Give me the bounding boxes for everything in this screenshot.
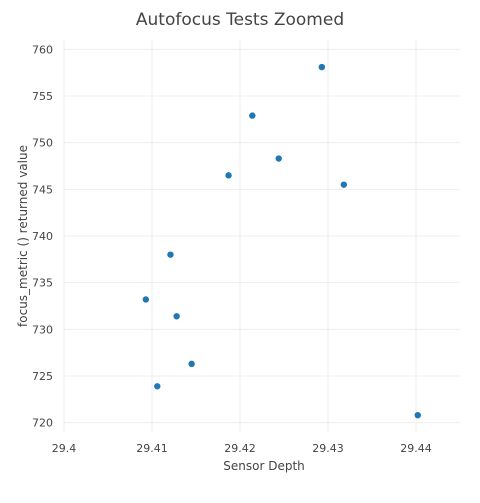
- data-point[interactable]: [167, 251, 174, 258]
- data-point[interactable]: [318, 63, 326, 71]
- data-point[interactable]: [142, 296, 150, 303]
- x-tick-label: 29.4: [52, 442, 77, 455]
- y-tick-label: 740: [32, 230, 53, 243]
- data-points: [142, 63, 421, 419]
- chart-title: Autofocus Tests Zoomed: [136, 10, 344, 30]
- data-point[interactable]: [340, 181, 348, 188]
- x-axis-ticks: 29.4 29.41 29.42 29.43 29.44: [52, 442, 432, 455]
- y-axis-ticks: 720 725 730 735 740 745 750 755 760: [32, 43, 53, 429]
- x-tick-label: 29.44: [400, 442, 432, 455]
- data-point[interactable]: [154, 383, 161, 390]
- y-tick-label: 760: [32, 43, 53, 56]
- x-tick-label: 29.41: [136, 442, 168, 455]
- data-point[interactable]: [173, 313, 180, 320]
- y-tick-label: 730: [32, 323, 53, 336]
- data-point[interactable]: [275, 155, 282, 162]
- y-axis-title: focus_metric () returned value: [16, 145, 30, 327]
- data-point[interactable]: [249, 112, 256, 119]
- y-tick-label: 735: [32, 277, 53, 290]
- data-point[interactable]: [225, 172, 232, 179]
- grid-lines: [63, 40, 460, 432]
- y-tick-label: 755: [32, 90, 53, 103]
- x-tick-label: 29.43: [312, 442, 344, 455]
- y-tick-label: 720: [32, 417, 53, 430]
- y-tick-label: 725: [32, 370, 53, 383]
- y-tick-label: 750: [32, 137, 53, 150]
- x-tick-label: 29.42: [224, 442, 256, 455]
- data-point[interactable]: [188, 360, 195, 368]
- data-point[interactable]: [414, 412, 421, 419]
- y-tick-label: 745: [32, 183, 53, 196]
- x-axis-title: Sensor Depth: [223, 459, 305, 473]
